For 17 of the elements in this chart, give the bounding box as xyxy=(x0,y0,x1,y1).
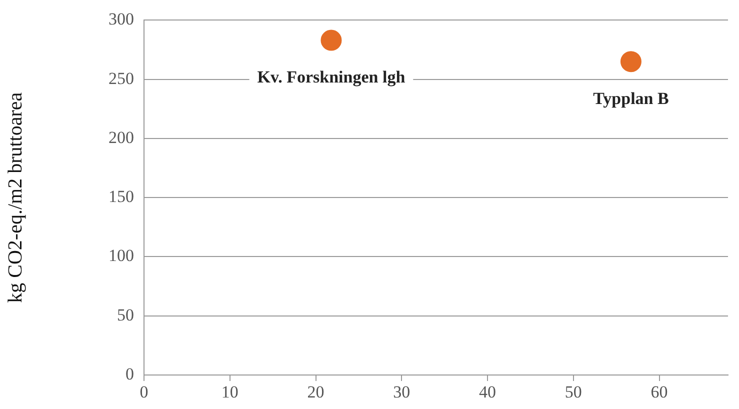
y-tick-label: 50 xyxy=(117,305,134,324)
x-tick-label: 10 xyxy=(221,382,238,402)
x-tick-label: 30 xyxy=(393,382,410,402)
y-tick-label: 250 xyxy=(108,68,134,88)
y-tick-label: 0 xyxy=(126,364,134,384)
y-tick-label: 100 xyxy=(108,246,134,266)
y-axis-title: kg CO2-eq./m2 bruttoarea xyxy=(4,92,26,303)
x-tick-label: 40 xyxy=(479,382,496,402)
y-tick-label: 300 xyxy=(108,10,134,29)
y-tick-label: 200 xyxy=(108,128,134,147)
x-tick-label: 60 xyxy=(650,382,668,402)
annotation: Typplan B xyxy=(593,88,669,108)
x-tick-label: 20 xyxy=(307,382,324,402)
x-tick-label: 0 xyxy=(140,382,148,402)
y-tick-label: 150 xyxy=(108,187,134,206)
x-tick-label: 50 xyxy=(564,382,582,402)
annotation: Kv. Forskningen lgh xyxy=(257,68,406,87)
